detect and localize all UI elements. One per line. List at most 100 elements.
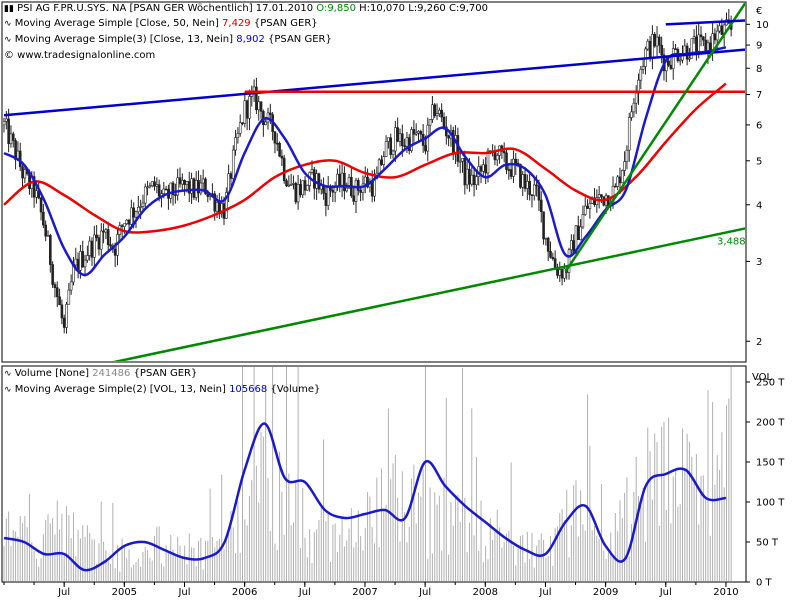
candle — [197, 170, 200, 203]
candle — [86, 245, 89, 263]
candle — [389, 133, 393, 159]
candle-body — [363, 176, 367, 185]
candle-body — [697, 34, 701, 52]
candle — [495, 152, 499, 167]
candle — [363, 166, 367, 194]
candle — [245, 99, 249, 131]
candle — [32, 171, 36, 208]
candle — [539, 191, 543, 223]
candle — [461, 158, 464, 173]
candle-body — [153, 181, 156, 187]
candle — [407, 133, 411, 155]
candle — [600, 194, 603, 204]
candle-body — [428, 119, 432, 126]
candle — [21, 162, 24, 190]
candle-body — [113, 248, 117, 256]
x-tick-label: Jul — [177, 587, 190, 598]
candle-body — [391, 150, 395, 155]
candle-body — [143, 186, 147, 204]
candle — [275, 133, 279, 152]
candle-body — [234, 137, 237, 151]
candle — [234, 129, 237, 156]
candle-body — [398, 133, 402, 142]
candle-body — [97, 237, 101, 250]
ma50-legend: ∿ Moving Average Simple [Close, 50, Nein… — [4, 18, 318, 29]
candle-body — [42, 211, 45, 226]
candle — [482, 159, 485, 178]
candle-body — [137, 206, 140, 213]
candle-body — [611, 185, 615, 204]
candle-body — [424, 145, 427, 152]
candle-body — [273, 131, 277, 144]
candle-body — [46, 235, 50, 237]
candle-body — [282, 157, 286, 181]
candle — [229, 171, 233, 187]
candle — [627, 112, 631, 162]
quote-high: H:10,070 — [359, 3, 406, 14]
candle-body — [338, 173, 342, 186]
indicator-icon: ∿ — [4, 19, 12, 29]
candle-body — [88, 240, 91, 256]
candle — [352, 187, 355, 205]
candle — [313, 166, 316, 200]
candle-body — [618, 176, 622, 184]
candle-body — [199, 182, 203, 194]
candle-body — [495, 155, 499, 161]
candle-body — [410, 129, 413, 151]
x-axis: Jul 2005 Jul 2006 Jul 2007 Jul 2008 Jul 2009 Jul 20… — [3, 582, 739, 598]
candle — [523, 166, 527, 192]
candle-body — [519, 164, 522, 188]
candle — [88, 236, 91, 261]
candle-body — [303, 180, 307, 191]
candle-body — [278, 142, 281, 157]
candle-body — [482, 164, 485, 172]
candle — [387, 137, 390, 149]
candle-body — [695, 36, 698, 52]
volume-panel-frame — [1, 365, 747, 583]
candle — [225, 187, 228, 219]
ma50-line — [3, 82, 727, 234]
candle — [521, 171, 525, 197]
candle-body — [102, 230, 105, 233]
candle-body — [588, 203, 592, 209]
price-plot-area — [3, 3, 745, 361]
candle-body — [3, 120, 6, 126]
candle-body — [125, 219, 129, 225]
candle — [190, 172, 193, 204]
instrument-header: ▮▮ PSI AG F.PR.U.SYS. NA [PSAN GER Wöche… — [4, 3, 488, 14]
ma50-legend-label: Moving Average Simple [Close, 50, Nein] — [14, 18, 219, 29]
candle-body — [556, 269, 559, 276]
candle — [199, 174, 203, 196]
candle-body — [514, 158, 518, 164]
trendline-blue-top — [665, 19, 745, 26]
candle — [394, 120, 397, 162]
candle-body — [634, 92, 638, 104]
price-y-tick-label: 8 — [756, 64, 762, 75]
candle-body — [245, 100, 249, 119]
candle-body — [579, 226, 582, 240]
candle-body — [539, 199, 543, 213]
candle — [653, 32, 657, 48]
candle — [570, 234, 573, 257]
vma-legend-suffix: {Volume} — [270, 384, 321, 395]
candle-body — [313, 169, 316, 189]
candle-body — [396, 127, 399, 142]
candle-body — [632, 102, 636, 113]
candle-body — [35, 190, 38, 198]
candle — [625, 145, 629, 170]
candle-body — [671, 48, 675, 69]
candle — [67, 282, 71, 305]
candle — [713, 28, 717, 45]
candle — [259, 101, 263, 120]
candle-body — [306, 185, 309, 191]
candle — [243, 94, 247, 128]
candle-body — [340, 172, 344, 186]
candle — [95, 225, 98, 242]
candle — [546, 236, 550, 261]
candle-body — [387, 137, 390, 142]
candle-body — [60, 304, 64, 319]
candle — [65, 301, 68, 334]
candle — [354, 177, 358, 214]
candle — [60, 299, 64, 325]
candle — [669, 56, 673, 71]
